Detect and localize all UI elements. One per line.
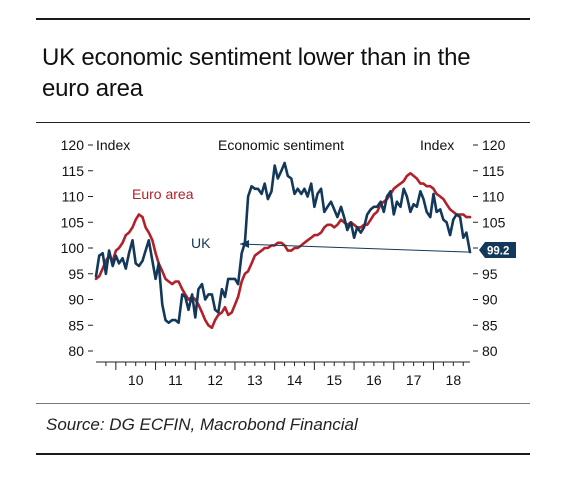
axes: 8080858590909595100100105105110110115115… [61,137,506,388]
y-tick-label-right: 90 [482,292,498,308]
x-tick-label: 17 [406,372,422,388]
uk-label: UK [191,235,211,251]
y-tick-label-right: 95 [482,266,498,282]
x-tick-label: 16 [366,372,382,388]
chart-labels: Index Economic sentiment Index Euro area… [96,137,454,251]
x-tick-label: 11 [168,372,183,388]
series-layer [94,161,472,330]
x-tick-label: 18 [446,372,462,388]
x-tick-label: 13 [247,372,263,388]
y-tick-label-right: 115 [482,163,505,179]
series-line-uk [94,161,472,324]
source-divider [36,403,530,404]
y-tick-label-left: 95 [68,266,84,282]
y-tick-label-left: 100 [61,240,85,256]
y-tick-label-left: 110 [62,189,85,205]
y-tick-label-left: 90 [68,292,84,308]
y-tick-label-left: 80 [68,343,84,359]
x-tick-label: 10 [128,372,144,388]
line-chart: 8080858590909595100100105105110110115115… [61,137,516,388]
y-tick-label-right: 85 [482,317,498,333]
y-tick-label-left: 120 [61,137,85,153]
y-tick-label-left: 115 [62,163,85,179]
x-tick-label: 14 [287,372,303,388]
last-value-tag: 99.2 [479,242,516,258]
series-line-euro-area [94,172,472,330]
y-tick-label-right: 80 [482,343,498,359]
y-tick-label-left: 85 [68,317,84,333]
y-tick-label-right: 105 [482,214,506,230]
source-note: Source: DG ECFIN, Macrobond Financial [46,415,358,434]
x-tick-label: 12 [207,372,223,388]
uk-arrow-line [239,243,471,253]
chart-card: UK economic sentiment lower than in the … [36,18,530,456]
right-unit-label: Index [420,137,454,153]
title-divider [36,122,530,123]
y-tick-label-right: 110 [482,189,505,205]
last-value-tag-shape [479,242,516,258]
y-tick-label-right: 120 [482,137,506,153]
last-value-tag-text: 99.2 [487,246,509,258]
chart-title: UK economic sentiment lower than in the … [42,44,471,102]
left-unit-label: Index [96,137,130,153]
chart-subtitle: Economic sentiment [218,137,344,153]
y-tick-label-left: 105 [61,214,85,230]
x-tick-label: 15 [326,372,342,388]
uk-arrow-head [240,240,249,248]
bottom-rule [36,453,530,455]
top-rule [36,18,530,20]
euro-area-label: Euro area [132,186,194,202]
